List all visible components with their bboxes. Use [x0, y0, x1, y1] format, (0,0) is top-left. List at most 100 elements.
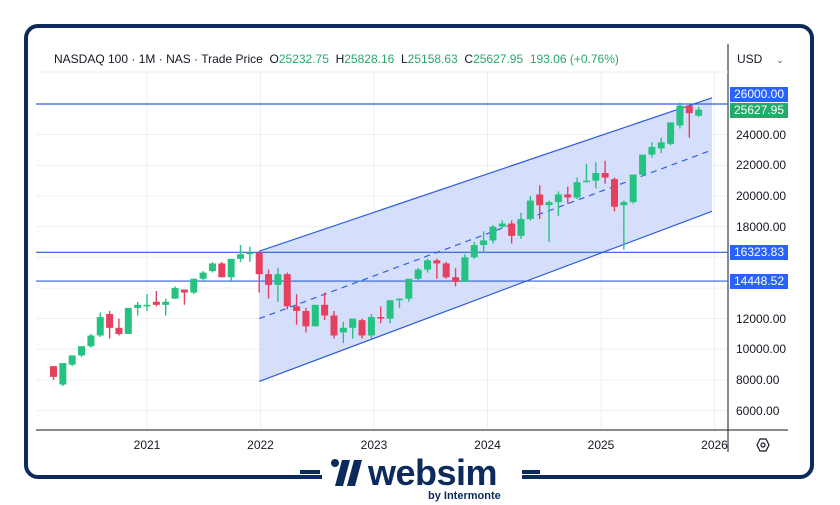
candle[interactable]: [414, 268, 422, 281]
websim-logo-icon: [331, 459, 362, 486]
candle[interactable]: [358, 318, 366, 339]
price-tick: 18000.00: [736, 219, 787, 234]
candle[interactable]: [424, 258, 431, 273]
candle[interactable]: [199, 271, 207, 281]
candle[interactable]: [134, 301, 142, 316]
candle[interactable]: [349, 318, 357, 339]
price-tick: 8000.00: [736, 372, 780, 387]
candle[interactable]: [180, 289, 188, 305]
price-tag: 14448.52: [730, 274, 788, 290]
candle[interactable]: [620, 200, 628, 250]
time-tick: 2022: [247, 438, 274, 452]
candle[interactable]: [536, 185, 544, 219]
candle[interactable]: [564, 186, 572, 204]
candle[interactable]: [648, 142, 656, 158]
price-type: Trade Price: [201, 52, 263, 66]
candle[interactable]: [452, 268, 460, 287]
candle[interactable]: [283, 272, 291, 310]
candle[interactable]: [143, 294, 151, 311]
candle[interactable]: [601, 160, 609, 184]
candle[interactable]: [442, 261, 450, 279]
candle[interactable]: [508, 220, 516, 244]
candle[interactable]: [611, 177, 618, 212]
price-tag: 25627.95: [730, 103, 788, 118]
price-tick: 6000.00: [736, 403, 780, 418]
candle[interactable]: [657, 137, 665, 154]
candle[interactable]: [480, 231, 488, 253]
low-value: 25158.63: [407, 52, 458, 66]
candle[interactable]: [386, 300, 394, 324]
brand-subtitle: by Intermonte: [428, 490, 501, 502]
candle[interactable]: [246, 246, 254, 262]
price-tick: 20000.00: [736, 188, 787, 203]
time-tick: 2024: [474, 438, 501, 452]
symbol-name[interactable]: NASDAQ 100: [54, 52, 129, 66]
candle[interactable]: [367, 314, 375, 339]
candle[interactable]: [59, 363, 67, 387]
candle[interactable]: [554, 191, 562, 216]
settings-icon[interactable]: [756, 438, 770, 452]
candle[interactable]: [676, 102, 684, 129]
candle[interactable]: [78, 346, 86, 357]
interval[interactable]: 1M: [138, 52, 156, 66]
candle[interactable]: [573, 177, 581, 200]
time-tick: 2023: [360, 438, 388, 452]
candle[interactable]: [470, 241, 478, 259]
candle[interactable]: [293, 294, 301, 325]
candle[interactable]: [377, 306, 385, 324]
candle[interactable]: [395, 298, 403, 308]
symbol-legend: NASDAQ 100 · 1M · NAS · Trade Price O252…: [54, 52, 619, 66]
candle[interactable]: [321, 292, 329, 321]
candle[interactable]: [629, 174, 637, 204]
high-value: 25828.16: [344, 52, 395, 66]
candle[interactable]: [115, 318, 123, 336]
candle[interactable]: [237, 245, 244, 262]
candle[interactable]: [274, 268, 282, 302]
candle[interactable]: [517, 212, 525, 239]
candle[interactable]: [265, 269, 273, 299]
candle[interactable]: [106, 310, 114, 339]
candle[interactable]: [433, 258, 441, 279]
candle[interactable]: [124, 307, 132, 334]
candle[interactable]: [461, 254, 469, 282]
candle[interactable]: [498, 220, 506, 229]
candle[interactable]: [87, 333, 95, 348]
candle[interactable]: [50, 366, 57, 380]
price-tick: 24000.00: [736, 127, 787, 142]
change-value: 193.06 (+0.76%): [529, 52, 619, 66]
currency-selector[interactable]: USD ⌄: [737, 52, 784, 66]
candle[interactable]: [68, 355, 76, 367]
candle[interactable]: [96, 312, 104, 338]
price-tick: 10000.00: [736, 342, 787, 357]
candle[interactable]: [639, 154, 647, 177]
candle[interactable]: [190, 278, 198, 295]
candle[interactable]: [582, 163, 590, 183]
close-value: 25627.95: [473, 52, 524, 66]
price-tick: 22000.00: [736, 158, 787, 173]
chevron-down-icon: ⌄: [776, 55, 784, 65]
candle[interactable]: [302, 307, 310, 333]
candle[interactable]: [526, 195, 534, 221]
time-tick: 2026: [701, 438, 728, 452]
candle[interactable]: [152, 291, 160, 307]
candle[interactable]: [227, 258, 235, 282]
candle[interactable]: [489, 225, 497, 244]
candle[interactable]: [405, 278, 413, 302]
candle[interactable]: [685, 105, 693, 138]
price-tick: 12000.00: [736, 311, 787, 326]
candle[interactable]: [162, 298, 170, 316]
price-tag: 26000.00: [730, 87, 788, 102]
candle[interactable]: [695, 106, 703, 117]
candle[interactable]: [218, 261, 226, 278]
candle[interactable]: [171, 286, 179, 299]
candle[interactable]: [208, 261, 216, 273]
candle[interactable]: [545, 200, 553, 242]
candle[interactable]: [255, 251, 263, 293]
candle[interactable]: [339, 321, 347, 344]
exchange: NAS: [166, 52, 191, 66]
candle[interactable]: [311, 304, 319, 327]
candle[interactable]: [667, 122, 675, 146]
candle[interactable]: [330, 310, 338, 339]
candle[interactable]: [592, 162, 600, 189]
